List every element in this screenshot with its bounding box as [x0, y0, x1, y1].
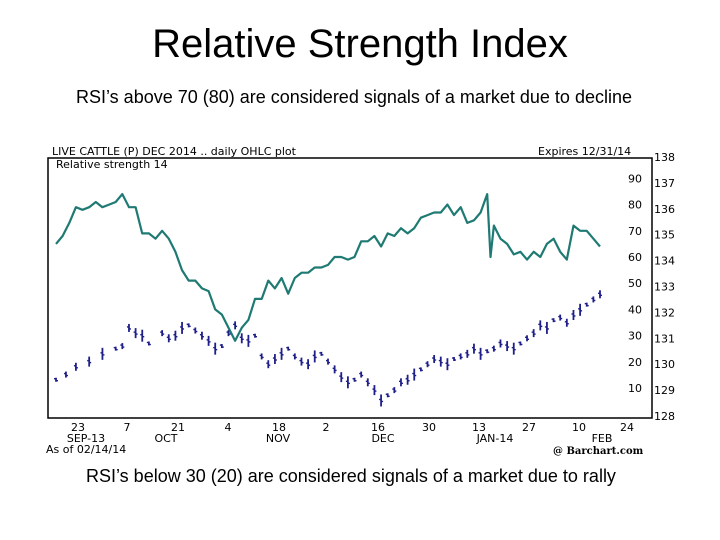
price-y-tick-label: 134	[654, 255, 675, 268]
rsi-y-ticks: 90 80 70 60 50 40 30 20 10	[628, 172, 642, 395]
expires-label: Expires 12/31/14	[538, 145, 631, 158]
price-y-tick-label: 136	[654, 203, 675, 216]
as-of-label: As of 02/14/14	[46, 443, 126, 456]
price-y-tick-label: 128	[654, 410, 675, 423]
rsi-y-tick-label: 30	[628, 330, 642, 343]
rsi-y-tick-label: 20	[628, 356, 642, 369]
rsi-y-tick-label: 50	[628, 277, 642, 290]
rsi-line	[55, 193, 601, 342]
chart-title: LIVE CATTLE (P) DEC 2014 .. daily OHLC p…	[52, 145, 297, 158]
slide-title: Relative Strength Index	[152, 22, 568, 66]
x-day-tick-label: 18	[272, 421, 286, 434]
x-month-label: DEC	[371, 432, 394, 445]
x-month-label: OCT	[154, 432, 177, 445]
price-y-tick-label: 130	[654, 358, 675, 371]
x-day-tick-label: 7	[124, 421, 131, 434]
price-y-tick-label: 135	[654, 229, 675, 242]
x-day-tick-label: 13	[472, 421, 486, 434]
rsi-y-tick-label: 40	[628, 303, 642, 316]
chart-frame	[47, 157, 653, 419]
x-day-tick-label: 30	[422, 421, 436, 434]
x-day-tick-label: 21	[171, 421, 185, 434]
x-month-label: FEB	[592, 432, 613, 445]
price-y-ticks: 138 137 136 135 134 133 132 131 130 129 128	[654, 151, 675, 423]
barchart-credit: @ Barchart.com	[553, 446, 644, 457]
x-month-labels: SEP-13 OCT NOV DEC JAN-14 FEB	[67, 432, 613, 445]
price-y-tick-label: 138	[654, 151, 675, 164]
x-day-ticks: 23 7 21 4 18 2 16 30 13 27 10 24	[71, 421, 634, 434]
x-day-tick-label: 16	[371, 421, 385, 434]
bottom-note: RSI’s below 30 (20) are considered signa…	[86, 466, 616, 486]
rsi-y-tick-label: 10	[628, 382, 642, 395]
price-y-tick-label: 129	[654, 384, 675, 397]
price-y-tick-label: 137	[654, 177, 675, 190]
x-day-tick-label: 10	[572, 421, 586, 434]
x-day-tick-label: 2	[323, 421, 330, 434]
x-day-tick-label: 27	[522, 421, 536, 434]
x-month-label: JAN-14	[476, 432, 514, 445]
rsi-y-tick-label: 90	[628, 172, 642, 185]
price-series-group	[54, 290, 602, 407]
x-month-label: SEP-13	[67, 432, 105, 445]
top-note: RSI’s above 70 (80) are considered signa…	[76, 87, 632, 107]
rsi-y-tick-label: 60	[628, 251, 642, 264]
rsi-series-group	[55, 193, 601, 342]
x-day-tick-label: 4	[225, 421, 232, 434]
rsi-y-tick-label: 80	[628, 199, 642, 212]
price-y-tick-label: 133	[654, 281, 675, 294]
chart-subtitle: Relative strength 14	[56, 158, 168, 171]
price-y-tick-label: 132	[654, 306, 675, 319]
x-day-tick-label: 24	[620, 421, 634, 434]
rsi-y-tick-label: 70	[628, 225, 642, 238]
price-y-tick-label: 131	[654, 332, 675, 345]
x-month-label: NOV	[266, 432, 291, 445]
x-day-tick-label: 23	[71, 421, 85, 434]
